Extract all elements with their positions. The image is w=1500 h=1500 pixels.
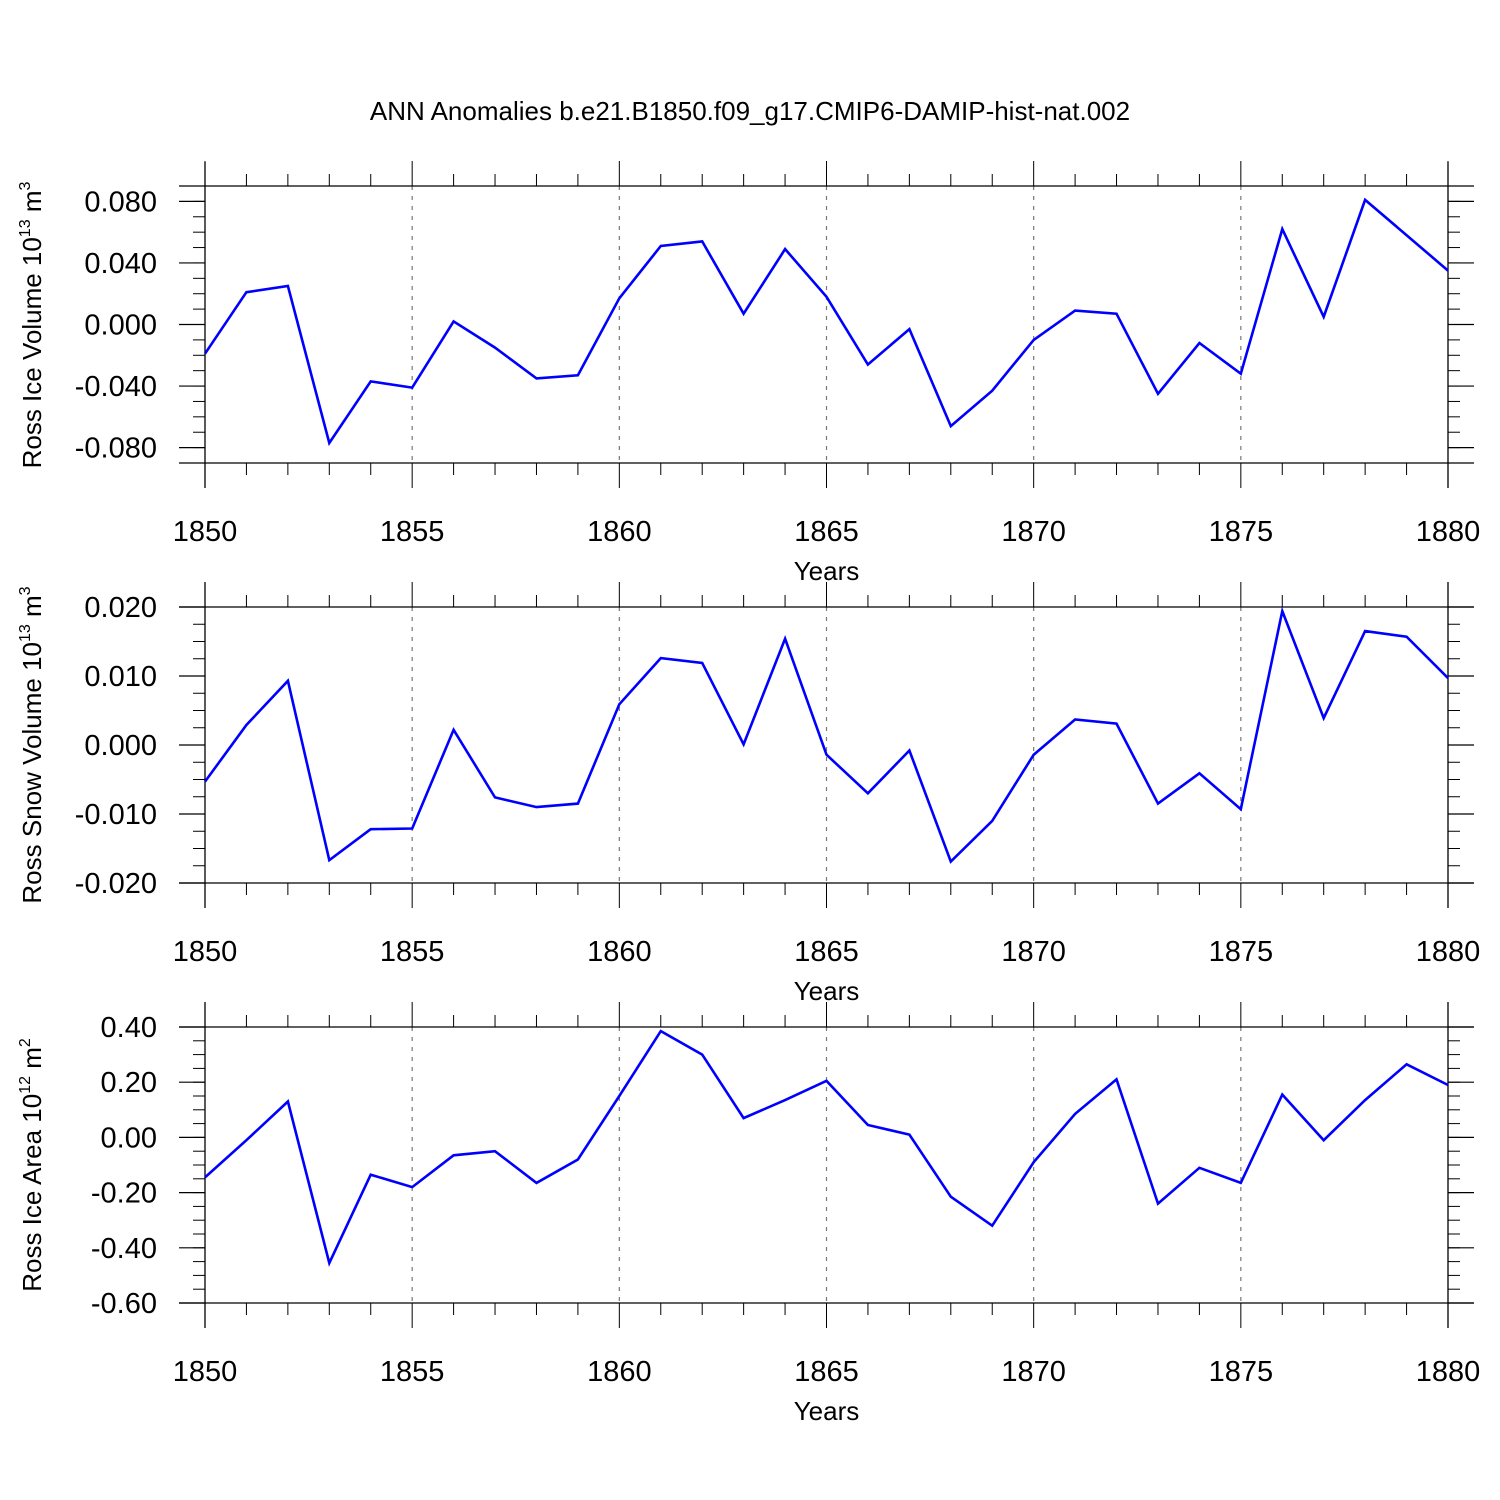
series-line bbox=[203, 606, 1449, 864]
x-axis-label: Years bbox=[794, 1396, 860, 1426]
y-tick-label: -0.020 bbox=[75, 868, 157, 900]
y-axis-label: Ross Snow Volume 1013 m3 bbox=[17, 586, 47, 903]
x-tick-label: 1865 bbox=[794, 516, 859, 548]
x-tick-label: 1860 bbox=[587, 936, 652, 968]
y-tick-label: 0.010 bbox=[84, 661, 157, 693]
x-tick-label: 1880 bbox=[1416, 936, 1481, 968]
y-tick-label: 0.40 bbox=[101, 1012, 157, 1044]
y-tick-label: 0.040 bbox=[84, 248, 157, 280]
y-tick-label: 0.000 bbox=[84, 730, 157, 762]
y-tick-label: 0.020 bbox=[84, 592, 157, 624]
y-tick-label: -0.010 bbox=[75, 799, 157, 831]
y-tick-label: 0.080 bbox=[84, 186, 157, 218]
panel-3: 0.40 0.20 0.00 -0.20 -0.40 -0.60 1850 1855 1860 1… bbox=[17, 1002, 1480, 1426]
y-axis-label: Ross Ice Area 1012 m2 bbox=[17, 1038, 47, 1292]
x-axis-label: Years bbox=[794, 556, 860, 586]
x-tick-label: 1860 bbox=[587, 516, 652, 548]
y-tick-label: 0.000 bbox=[84, 310, 157, 342]
x-tick-label: 1855 bbox=[380, 936, 445, 968]
y-tick-label: 0.20 bbox=[101, 1067, 157, 1099]
panel-1: 0.080 0.040 0.000 -0.040 -0.080 1850 1855 1860 1… bbox=[17, 161, 1480, 586]
x-tick-label: 1875 bbox=[1209, 936, 1274, 968]
x-tick-label: 1850 bbox=[173, 1356, 238, 1388]
y-tick-label: -0.40 bbox=[91, 1233, 157, 1265]
y-tick-label: 0.00 bbox=[101, 1122, 157, 1154]
x-tick-label: 1855 bbox=[380, 516, 445, 548]
x-axis-label: Years bbox=[794, 976, 860, 1006]
x-tick-label: 1870 bbox=[1001, 936, 1066, 968]
x-tick-label: 1865 bbox=[794, 1356, 859, 1388]
x-tick-label: 1865 bbox=[794, 936, 859, 968]
x-tick-label: 1880 bbox=[1416, 516, 1481, 548]
x-tick-label: 1875 bbox=[1209, 516, 1274, 548]
chart-title: ANN Anomalies b.e21.B1850.f09_g17.CMIP6-… bbox=[369, 96, 1131, 126]
series-line bbox=[203, 197, 1449, 447]
x-tick-label: 1860 bbox=[587, 1356, 652, 1388]
x-tick-label: 1850 bbox=[173, 516, 238, 548]
y-tick-label: -0.60 bbox=[91, 1288, 157, 1320]
y-axis-label: Ross Ice Volume 1013 m3 bbox=[17, 181, 47, 468]
x-tick-label: 1850 bbox=[173, 936, 238, 968]
y-tick-label: -0.20 bbox=[91, 1178, 157, 1210]
series-line bbox=[204, 1029, 1449, 1267]
y-tick-label: -0.040 bbox=[75, 371, 157, 403]
panel-2: 0.020 0.010 0.000 -0.010 -0.020 1850 1855 1860 1… bbox=[17, 582, 1480, 1006]
x-tick-label: 1870 bbox=[1001, 516, 1066, 548]
x-tick-label: 1880 bbox=[1416, 1356, 1481, 1388]
x-tick-label: 1855 bbox=[380, 1356, 445, 1388]
x-tick-label: 1870 bbox=[1001, 1356, 1066, 1388]
x-tick-label: 1875 bbox=[1209, 1356, 1274, 1388]
y-tick-label: -0.080 bbox=[75, 433, 157, 465]
